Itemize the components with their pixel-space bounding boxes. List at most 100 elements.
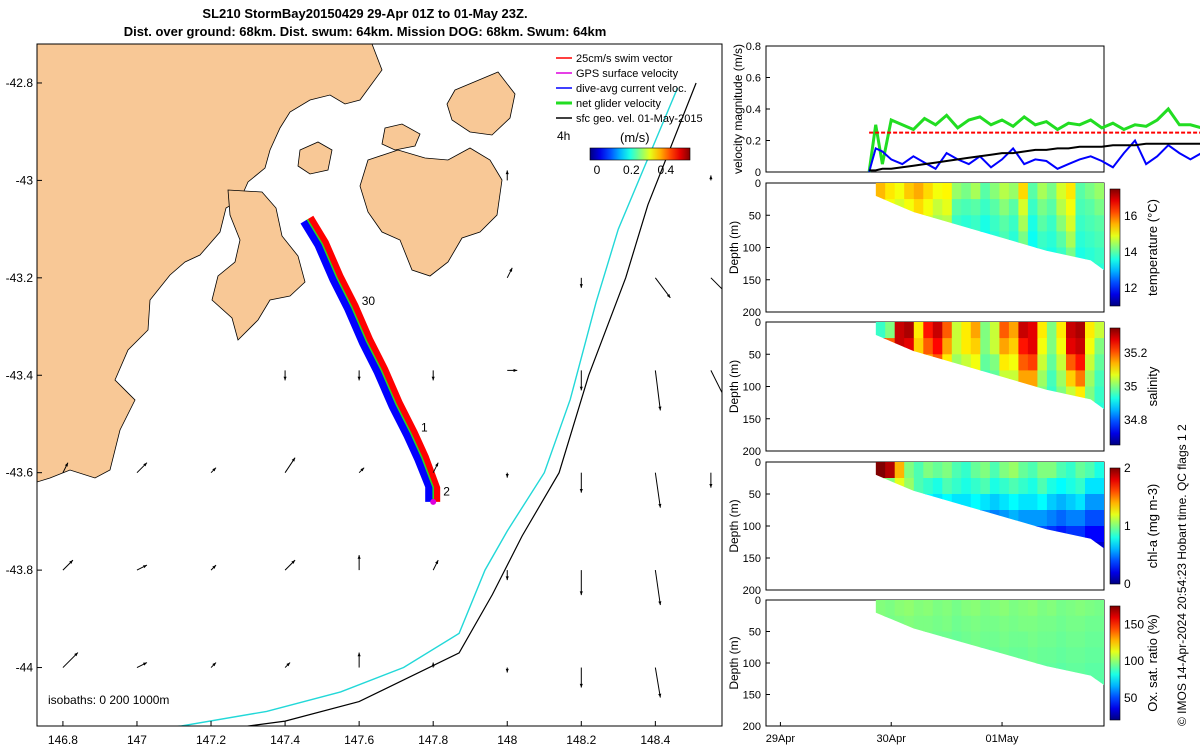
section-cell: [980, 600, 991, 617]
geo-velocity-arrowhead: [142, 565, 147, 569]
legend-label: GPS surface velocity: [576, 68, 679, 80]
geo-velocity-arrowhead: [74, 652, 78, 657]
section-cell: [1066, 478, 1077, 495]
section-cell: [942, 615, 953, 633]
section-cell: [1066, 370, 1077, 388]
section-cell: [989, 199, 1000, 216]
track-label: 1: [421, 421, 428, 435]
section-cell: [1008, 215, 1019, 232]
salinity-section-panel: 0 50 100 150 200 Depth (m) 34.8 35 35.2 salinity: [727, 317, 1160, 458]
section-cell: [932, 462, 943, 479]
section-cell: [1085, 615, 1096, 633]
section-cell: [1085, 338, 1096, 355]
section-cell: [1018, 370, 1029, 388]
section-cell: [1075, 215, 1086, 232]
section-cell: [1037, 370, 1048, 388]
section-cell: [1008, 462, 1019, 479]
section-cell: [894, 600, 905, 617]
section-cell: [1075, 338, 1086, 355]
isobath-200m-line: [243, 82, 697, 726]
section-y-tick-label: 100: [743, 521, 761, 533]
geo-velocity-arrowhead: [658, 693, 662, 698]
section-cell: [1075, 600, 1086, 617]
section-cell: [1085, 510, 1096, 527]
section-cell: [942, 338, 953, 355]
section-cell: [1085, 478, 1096, 495]
section-cell: [913, 600, 924, 617]
section-cell: [1056, 322, 1067, 339]
section-cell: [980, 215, 991, 232]
geo-velocity-arrowhead: [658, 601, 662, 606]
section-cell: [1066, 215, 1077, 232]
section-colorbar-tick-label: 2: [1124, 461, 1131, 475]
geo-velocity-arrowhead: [709, 484, 713, 488]
map-frame: [36, 43, 723, 727]
section-cell: [1046, 338, 1057, 355]
section-cell: [1075, 462, 1086, 479]
section-cell: [913, 478, 924, 495]
section-cell: [1085, 370, 1096, 388]
map-x-tick-label: 148.4: [640, 733, 670, 747]
section-cell: [1027, 199, 1038, 216]
section-cell: [885, 600, 896, 617]
section-cell: [1008, 322, 1019, 339]
section-cell: [1018, 615, 1029, 633]
section-cell: [1056, 462, 1067, 479]
section-cell: [1046, 199, 1057, 216]
section-cell: [1046, 370, 1057, 388]
velocity-frame: [765, 45, 1105, 173]
section-cell: [1037, 510, 1048, 527]
section-cell: [1018, 494, 1029, 511]
section-cell: [1037, 231, 1048, 249]
section-colorbar-label: temperature (°C): [1145, 199, 1160, 296]
section-cell: [970, 183, 981, 200]
map-legend: 25cm/s swim vector GPS surface velocity di…: [556, 53, 703, 125]
section-y-tick-label: 50: [749, 627, 761, 639]
section-cell: [913, 462, 924, 479]
section-cell: [980, 338, 991, 355]
section-cell: [1075, 615, 1086, 633]
geo-velocity-arrowhead: [212, 467, 217, 472]
section-cell: [1075, 247, 1086, 265]
section-cell: [1085, 247, 1096, 265]
section-cell: [970, 215, 981, 232]
section-ylabel: Depth (m): [727, 499, 741, 552]
section-cell: [970, 494, 981, 511]
section-cell: [970, 354, 981, 371]
section-cell: [1094, 462, 1104, 479]
section-colorbar: [1109, 605, 1121, 721]
section-cell: [1085, 663, 1096, 680]
section-cell: [932, 478, 943, 495]
section-cell: [1018, 478, 1029, 495]
map-y-tick-label: -42.8: [6, 76, 34, 90]
chla-section-panel: 0 50 100 150 200 Depth (m) 0 1 2 chl-a (mg m-3): [727, 457, 1160, 597]
section-cell: [1075, 354, 1086, 371]
section-cell: [970, 199, 981, 216]
section-cell: [989, 478, 1000, 495]
section-cell: [1066, 615, 1077, 633]
section-cell: [1094, 338, 1104, 355]
section-cell: [970, 615, 981, 633]
section-cell: [1085, 322, 1096, 339]
geo-velocity-arrowhead: [579, 489, 583, 493]
section-cell: [904, 199, 915, 216]
section-cell: [1075, 631, 1086, 648]
section-cell: [1085, 231, 1096, 249]
land-mass: [37, 44, 383, 483]
section-colorbar-label: salinity: [1145, 366, 1160, 406]
section-cell: [1037, 338, 1048, 355]
section-cell: [1008, 600, 1019, 617]
section-cell: [923, 322, 934, 339]
section-colorbar: [1109, 467, 1121, 585]
time-x-tick-label: 01May: [986, 733, 1020, 745]
section-cell: [1094, 631, 1104, 648]
section-cell: [1027, 215, 1038, 232]
section-cell: [970, 338, 981, 355]
section-cell: [1046, 354, 1057, 371]
section-cell: [1066, 199, 1077, 216]
geo-velocity-arrowhead: [435, 560, 439, 565]
section-cell: [961, 199, 972, 216]
track-label: 2: [443, 484, 450, 498]
section-cell: [875, 462, 886, 479]
section-cell: [989, 462, 1000, 479]
